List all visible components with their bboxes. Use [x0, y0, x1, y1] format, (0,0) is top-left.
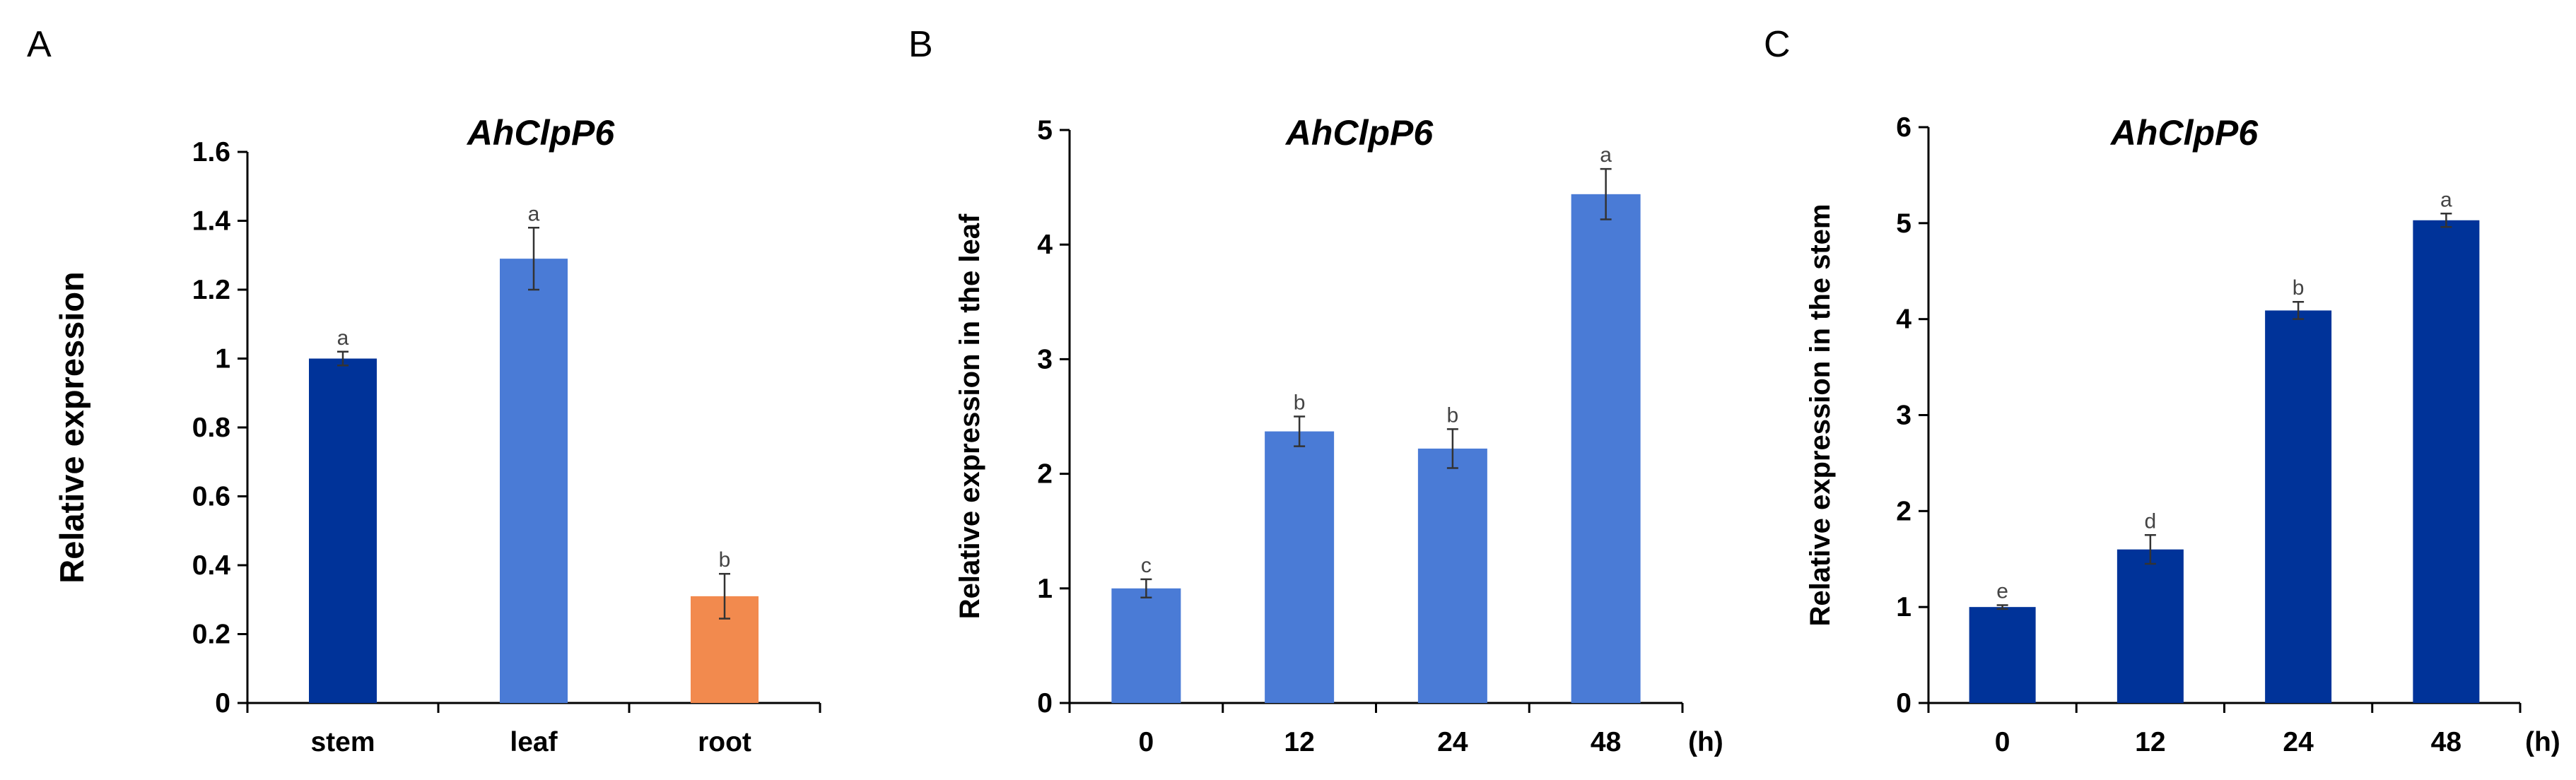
x-tick-label: leaf [510, 727, 558, 757]
y-axis-label: Relative expression in the stem [1805, 203, 1836, 626]
significance-label: c [1141, 554, 1152, 577]
significance-label: b [1294, 391, 1306, 415]
bar [2117, 549, 2184, 703]
chart-title: AhClpP6 [1284, 113, 1434, 153]
bar [1969, 607, 2036, 703]
y-tick-label: 2 [1896, 496, 1911, 526]
y-tick-label: 1.6 [192, 137, 230, 167]
bar [2265, 310, 2332, 704]
chart-panel-a: A AhClpP6 0 0.2 0.4 0.6 0.8 1 1.2 1.4 1.6 Relative … [27, 24, 821, 757]
panel-letter: B [908, 24, 933, 65]
y-tick-label: 3 [1037, 344, 1053, 374]
significance-label: a [337, 326, 349, 350]
bar [309, 358, 377, 703]
y-tick-label: 0.4 [192, 550, 231, 581]
y-tick-label: 4 [1896, 305, 1911, 335]
y-axis-label: Relative expression [53, 271, 90, 584]
y-tick-label: 0.8 [192, 413, 230, 443]
x-tick-label: stem [310, 727, 375, 757]
bar [1265, 431, 1335, 703]
significance-label: a [528, 202, 540, 225]
x-tick-label: 12 [1284, 727, 1314, 757]
significance-label: b [719, 548, 731, 572]
x-tick-label: root [698, 727, 751, 757]
chart-title: AhClpP6 [2109, 113, 2259, 153]
significance-label: e [1996, 579, 2008, 603]
y-tick-label: 2 [1037, 459, 1053, 490]
significance-label: d [2145, 509, 2157, 533]
y-tick-label: 1.2 [192, 275, 230, 305]
bar [1111, 588, 1181, 703]
x-axis-unit: (h) [1688, 727, 1723, 757]
y-tick-label: 0.6 [192, 482, 230, 512]
y-axis-label: Relative expression in the leaf [954, 213, 985, 619]
x-axis-unit: (h) [2525, 727, 2560, 757]
y-tick-label: 0 [1037, 688, 1053, 719]
x-tick-label: 12 [2135, 727, 2165, 757]
y-tick-label: 5 [1896, 208, 1911, 239]
bar [1417, 448, 1487, 703]
y-tick-label: 4 [1037, 230, 1053, 260]
y-tick-label: 1.4 [192, 206, 231, 237]
significance-label: b [2293, 276, 2305, 300]
bar [500, 259, 568, 703]
y-tick-label: 1 [1896, 592, 1911, 622]
chart-title: AhClpP6 [466, 113, 616, 153]
x-tick-label: 0 [1995, 727, 2010, 757]
panel-letter: A [27, 24, 52, 65]
x-tick-label: 24 [1437, 727, 1468, 757]
x-tick-label: 24 [2283, 727, 2314, 757]
y-tick-label: 5 [1037, 115, 1053, 146]
significance-label: a [1600, 143, 1612, 167]
y-tick-label: 1 [215, 344, 230, 374]
x-tick-label: 48 [2431, 727, 2461, 757]
y-tick-label: 0 [215, 688, 230, 719]
panel-letter: C [1764, 24, 1791, 65]
significance-label: b [1447, 403, 1459, 427]
x-tick-label: 0 [1139, 727, 1154, 757]
y-tick-label: 0.2 [192, 620, 230, 650]
y-tick-label: 0 [1896, 688, 1911, 719]
y-tick-label: 3 [1896, 401, 1911, 431]
x-tick-label: 48 [1591, 727, 1621, 757]
significance-label: a [2440, 188, 2452, 211]
bar [1571, 194, 1641, 703]
y-tick-label: 1 [1037, 574, 1053, 604]
y-tick-label: 6 [1896, 112, 1911, 143]
bar [2413, 220, 2480, 704]
